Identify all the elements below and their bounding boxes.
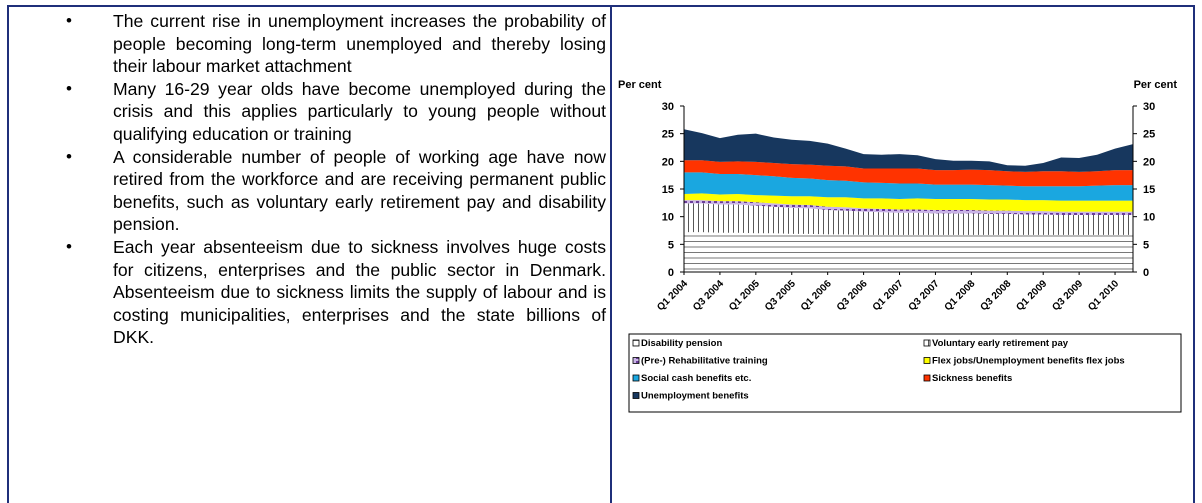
legend-label-unemployment-benefits: Unemployment benefits xyxy=(641,391,749,402)
chart-container: Per cent Per cent 0 5 10 15 20 25 30 0 5 10 15 20 2… xyxy=(618,76,1183,418)
legend-swatch-social-cash-benefits-etc xyxy=(632,374,640,382)
legend-box xyxy=(628,333,1182,413)
bullet-item: • The current rise in unemployment increa… xyxy=(14,10,606,78)
legend-swatch-voluntary-early-retirement-pay xyxy=(923,339,931,347)
area-series-flex-jobs-unemployment-benefits-flex-jobs xyxy=(684,193,1133,212)
legend-label-sickness-benefits: Sickness benefits xyxy=(932,373,1012,384)
frame-left-border xyxy=(7,5,9,503)
stacked-area-chart: Per cent Per cent 0 5 10 15 20 25 30 0 5 10 15 20 2… xyxy=(618,79,1182,413)
x-tick-label: Q3 2007 xyxy=(907,278,942,313)
legend-swatch-sickness-benefits xyxy=(923,374,931,382)
y-tick-label-left: 30 xyxy=(662,101,674,113)
y-tick-label-right: 10 xyxy=(1143,212,1155,224)
bullet-text: The current rise in unemployment increas… xyxy=(113,11,606,77)
area-series-social-cash-benefits-etc xyxy=(684,172,1133,201)
area-series-disability-pension xyxy=(684,232,1133,272)
frame-right-border xyxy=(1193,5,1195,503)
legend-swatch-pre-rehabilitative-training xyxy=(632,357,640,364)
frame-column-divider xyxy=(610,5,612,503)
bullet-dot-icon: • xyxy=(66,236,72,256)
y-tick-label-left: 15 xyxy=(662,184,674,196)
y-tick-label-left: 10 xyxy=(662,212,674,224)
bullet-dot-icon: • xyxy=(66,78,72,98)
legend-swatch-flex-jobs-unemployment-benefits-flex-jobs xyxy=(923,357,931,364)
legend-label-disability-pension: Disability pension xyxy=(641,338,722,349)
area-series-voluntary-early-retirement-pay xyxy=(684,203,1133,235)
x-tick-label: Q1 2009 xyxy=(1014,278,1049,313)
legend-label-flex-jobs-unemployment-benefits-flex-jobs: Flex jobs/Unemployment benefits flex job… xyxy=(932,356,1125,367)
x-tick-label: Q1 2005 xyxy=(727,278,762,313)
x-tick-label: Q3 2004 xyxy=(691,278,726,313)
y-tick-label-right: 0 xyxy=(1143,267,1149,279)
x-tick-label: Q3 2006 xyxy=(835,278,870,313)
x-tick-label: Q1 2010 xyxy=(1086,278,1121,313)
x-tick-label: Q3 2005 xyxy=(763,278,798,313)
area-series-unemployment-benefits xyxy=(684,129,1133,172)
bullet-text: Each year absenteeism due to sickness in… xyxy=(113,236,606,348)
legend-swatch-disability-pension xyxy=(632,339,640,347)
x-tick-label: Q3 2009 xyxy=(1050,278,1085,313)
bullet-dot-icon: • xyxy=(66,146,72,166)
y-tick-label-left: 0 xyxy=(668,267,674,279)
y-tick-label-right: 20 xyxy=(1143,156,1155,168)
bullet-text: Many 16-29 year olds have become unemplo… xyxy=(113,78,606,144)
bullet-item: • Many 16-29 year olds have become unempl… xyxy=(14,78,606,146)
y-tick-label-right: 30 xyxy=(1143,101,1155,113)
y-axis-label-left: Per cent xyxy=(618,79,662,91)
x-tick-label: Q3 2008 xyxy=(978,278,1013,313)
legend-label-pre-rehabilitative-training: (Pre-) Rehabilitative training xyxy=(641,356,768,367)
bullet-item: • A considerable number of people of work… xyxy=(14,146,606,236)
legend-label-voluntary-early-retirement-pay: Voluntary early retirement pay xyxy=(932,338,1069,349)
x-tick-label: Q1 2006 xyxy=(799,278,834,313)
x-tick-label: Q1 2008 xyxy=(943,278,978,313)
y-tick-label-left: 5 xyxy=(668,239,674,251)
y-axis-label-right: Per cent xyxy=(1134,79,1178,91)
legend-label-social-cash-benefits-etc: Social cash benefits etc. xyxy=(641,373,751,384)
frame-top-border xyxy=(7,5,1195,7)
bullet-item: • Each year absenteeism due to sickness i… xyxy=(14,236,606,349)
y-tick-label-right: 5 xyxy=(1143,239,1149,251)
x-tick-label: Q1 2007 xyxy=(871,278,906,313)
area-series-sickness-benefits xyxy=(684,160,1133,187)
y-tick-label-right: 15 xyxy=(1143,184,1155,196)
bullet-dot-icon: • xyxy=(66,11,72,30)
y-tick-label-left: 20 xyxy=(662,156,674,168)
y-tick-label-right: 25 xyxy=(1143,129,1155,141)
x-tick-label: Q1 2004 xyxy=(655,278,690,313)
text-column: • The current rise in unemployment increa… xyxy=(14,10,606,349)
bullet-list: • The current rise in unemployment increa… xyxy=(14,10,606,349)
area-series-pre-rehabilitative-training xyxy=(684,200,1133,216)
legend-swatch-unemployment-benefits xyxy=(632,392,640,399)
bullet-text: A considerable number of people of worki… xyxy=(113,146,606,235)
y-tick-label-left: 25 xyxy=(662,129,674,141)
